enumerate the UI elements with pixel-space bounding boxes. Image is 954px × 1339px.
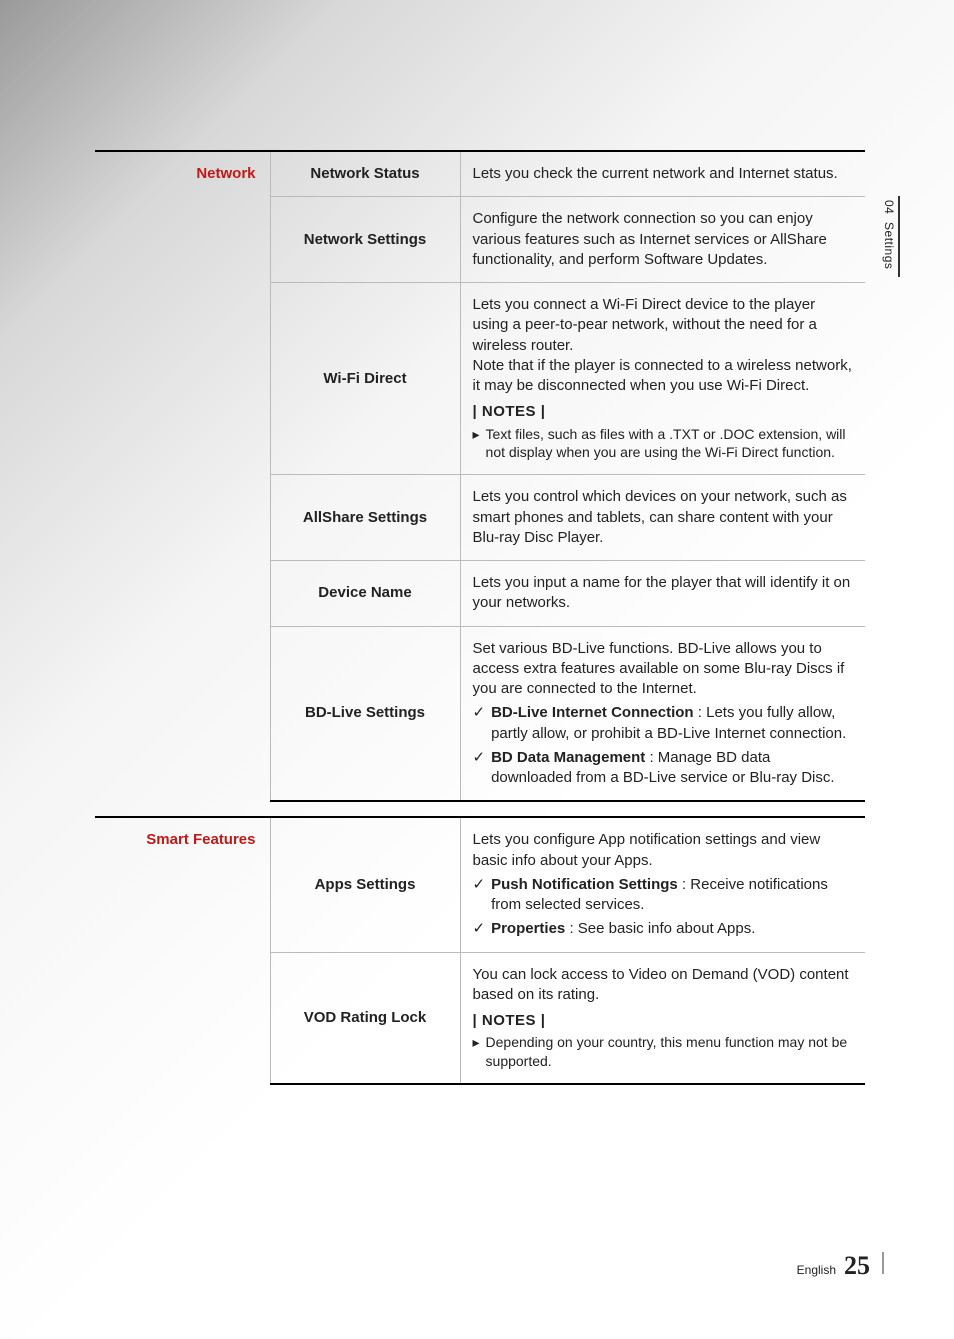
setting-desc: Set various BD-Live functions. BD-Live a… xyxy=(460,626,865,801)
setting-name: VOD Rating Lock xyxy=(270,952,460,1084)
sub-option-body: Push Notification Settings : Receive not… xyxy=(491,875,853,916)
page-content: Network Network Status Lets you check th… xyxy=(95,150,865,1085)
setting-name: AllShare Settings xyxy=(270,475,460,561)
category-label: Network xyxy=(95,151,270,801)
setting-desc: Lets you input a name for the player tha… xyxy=(460,561,865,627)
setting-desc: Lets you connect a Wi-Fi Direct device t… xyxy=(460,283,865,475)
sub-option: ✓ Properties : See basic info about Apps… xyxy=(473,919,854,939)
notes-header: | NOTES | xyxy=(473,1011,854,1031)
note-text: Depending on your country, this menu fun… xyxy=(486,1033,853,1071)
sub-option-body: BD Data Management : Manage BD data down… xyxy=(491,748,853,789)
page-number: 25 xyxy=(844,1251,870,1281)
footer-language: English xyxy=(797,1263,836,1277)
setting-desc: Lets you configure App notification sett… xyxy=(460,817,865,952)
triangle-icon: ▸ xyxy=(473,425,480,463)
note-item: ▸ Depending on your country, this menu f… xyxy=(473,1033,854,1071)
table-gap xyxy=(95,802,865,816)
sub-option: ✓ BD Data Management : Manage BD data do… xyxy=(473,748,854,789)
check-icon: ✓ xyxy=(473,748,486,789)
desc-text: Lets you configure App notification sett… xyxy=(473,830,854,871)
side-tab-text: 04 Settings xyxy=(882,196,900,277)
category-label: Smart Features xyxy=(95,817,270,1084)
setting-name: Device Name xyxy=(270,561,460,627)
sub-option-lead: Properties xyxy=(491,920,565,937)
page-footer: English 25 xyxy=(797,1251,884,1281)
setting-name: Apps Settings xyxy=(270,817,460,952)
setting-name: Wi-Fi Direct xyxy=(270,283,460,475)
desc-text: You can lock access to Video on Demand (… xyxy=(473,965,854,1006)
setting-desc: Lets you check the current network and I… xyxy=(460,151,865,197)
note-text: Text files, such as files with a .TXT or… xyxy=(486,425,853,463)
sub-option: ✓ BD-Live Internet Connection : Lets you… xyxy=(473,703,854,744)
notes-header: | NOTES | xyxy=(473,402,854,422)
setting-name: Network Settings xyxy=(270,197,460,283)
settings-table-smart: Smart Features Apps Settings Lets you co… xyxy=(95,816,865,1085)
check-icon: ✓ xyxy=(473,919,486,939)
sub-option-lead: BD-Live Internet Connection xyxy=(491,704,694,721)
check-icon: ✓ xyxy=(473,875,486,916)
setting-desc: Lets you control which devices on your n… xyxy=(460,475,865,561)
setting-name: Network Status xyxy=(270,151,460,197)
sub-option: ✓ Push Notification Settings : Receive n… xyxy=(473,875,854,916)
table-row: Network Network Status Lets you check th… xyxy=(95,151,865,197)
desc-text: Lets you connect a Wi-Fi Direct device t… xyxy=(473,295,854,396)
sub-option-body: Properties : See basic info about Apps. xyxy=(491,919,853,939)
setting-desc: You can lock access to Video on Demand (… xyxy=(460,952,865,1084)
note-item: ▸ Text files, such as files with a .TXT … xyxy=(473,425,854,463)
settings-table-network: Network Network Status Lets you check th… xyxy=(95,150,865,802)
check-icon: ✓ xyxy=(473,703,486,744)
side-chapter-tab: 04 Settings xyxy=(882,196,898,277)
sub-option-lead: BD Data Management xyxy=(491,749,645,766)
sub-option-rest: : See basic info about Apps. xyxy=(565,920,755,937)
sub-option-body: BD-Live Internet Connection : Lets you f… xyxy=(491,703,853,744)
chapter-label: Settings xyxy=(882,222,896,269)
setting-name: BD-Live Settings xyxy=(270,626,460,801)
desc-text: Set various BD-Live functions. BD-Live a… xyxy=(473,639,854,700)
footer-divider xyxy=(882,1252,884,1274)
setting-desc: Configure the network connection so you … xyxy=(460,197,865,283)
chapter-number: 04 xyxy=(882,200,896,214)
table-row: Smart Features Apps Settings Lets you co… xyxy=(95,817,865,952)
triangle-icon: ▸ xyxy=(473,1033,480,1071)
sub-option-lead: Push Notification Settings xyxy=(491,876,678,893)
